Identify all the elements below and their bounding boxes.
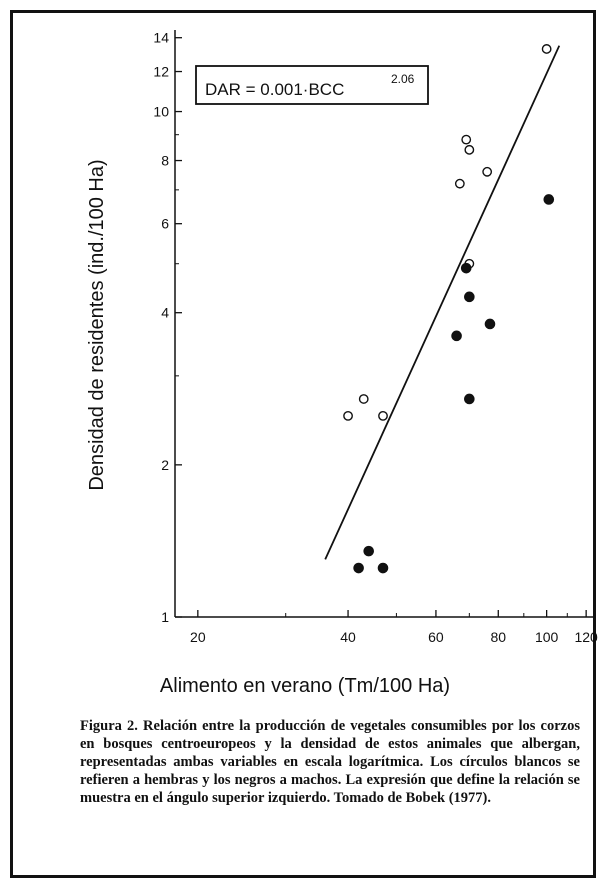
y-tick-label: 1 bbox=[161, 609, 169, 625]
y-tick-label: 14 bbox=[153, 30, 169, 46]
male-point bbox=[460, 262, 472, 274]
x-axis-title: Alimento en verano (Tm/100 Ha) bbox=[159, 675, 451, 697]
x-tick-label: 80 bbox=[490, 629, 506, 645]
x-ticks: 20 40 60 80 100 120 bbox=[190, 610, 598, 645]
regression-line bbox=[324, 45, 561, 560]
female-point bbox=[461, 134, 472, 145]
equation-text: DAR = 0.001·BCC bbox=[205, 80, 344, 99]
equation-box: DAR = 0.001·BCC 2.06 bbox=[195, 65, 429, 105]
male-point bbox=[363, 545, 375, 557]
figure-frame bbox=[10, 10, 596, 878]
x-tick-label: 20 bbox=[190, 629, 206, 645]
x-tick-label: 100 bbox=[535, 629, 559, 645]
female-point bbox=[482, 166, 493, 177]
equation-exponent: 2.06 bbox=[391, 72, 415, 86]
male-point bbox=[543, 194, 555, 205]
data-points bbox=[343, 44, 555, 574]
axes bbox=[174, 30, 595, 618]
male-point bbox=[451, 330, 462, 342]
male-point bbox=[353, 562, 364, 574]
equation-frame bbox=[195, 65, 429, 105]
x-tick-label: 120 bbox=[574, 629, 598, 645]
female-point bbox=[541, 44, 552, 54]
female-point bbox=[378, 410, 388, 421]
male-point bbox=[464, 291, 475, 303]
y-tick-label: 6 bbox=[161, 216, 169, 232]
male-point bbox=[464, 393, 475, 405]
x-tick-label: 40 bbox=[340, 629, 356, 645]
female-point bbox=[358, 394, 369, 404]
female-point bbox=[464, 144, 475, 155]
x-tick-label: 60 bbox=[428, 629, 444, 645]
y-tick-label: 4 bbox=[161, 305, 169, 321]
y-tick-label: 10 bbox=[153, 104, 169, 120]
female-point bbox=[343, 410, 353, 421]
male-point bbox=[484, 318, 496, 330]
figure-caption: Figura 2. Relación entre la producción d… bbox=[80, 718, 580, 806]
y-axis-title: Densidad de residentes (ind./100 Ha) bbox=[86, 159, 108, 490]
regression-line-group bbox=[324, 45, 561, 560]
y-tick-label: 2 bbox=[161, 457, 169, 473]
female-point bbox=[454, 178, 465, 189]
male-point bbox=[377, 562, 389, 574]
y-tick-label: 12 bbox=[153, 64, 169, 80]
y-tick-label: 8 bbox=[161, 153, 169, 169]
